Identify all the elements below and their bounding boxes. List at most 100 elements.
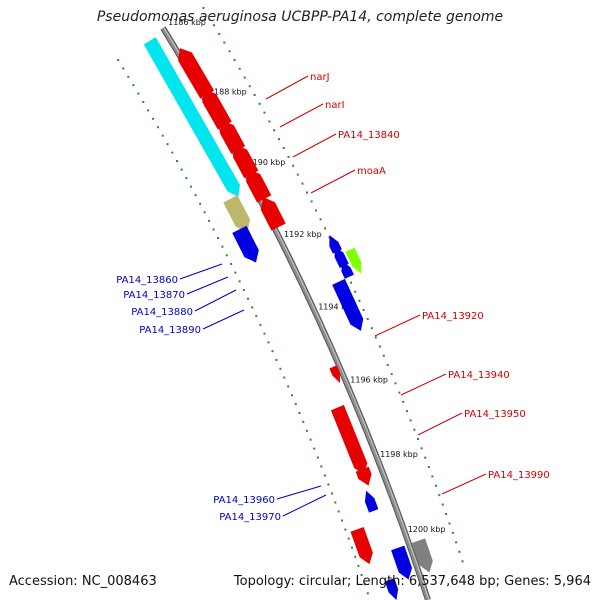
tick-mark [279, 367, 282, 370]
tick-mark [451, 531, 454, 534]
tick-mark [431, 475, 434, 478]
leader-line [400, 373, 447, 396]
tick-mark [350, 281, 353, 284]
map-title: Pseudomonas aeruginosa UCBPP-PA14, compl… [96, 9, 504, 25]
gene-label: PA14_13880 [131, 307, 193, 318]
gene-feature [223, 195, 251, 232]
accession-text: Accession: NC_008463 [9, 574, 157, 589]
tick-mark [243, 76, 246, 79]
tick-mark [283, 376, 286, 379]
tick-mark [251, 306, 254, 309]
tick-label: 1194 kbp [318, 302, 356, 311]
leader-line [279, 103, 324, 128]
tick-mark [366, 592, 369, 595]
tick-mark [273, 129, 276, 132]
gene-label: PA14_13920 [422, 311, 484, 322]
tick-mark [271, 350, 274, 353]
tick-mark [309, 438, 312, 441]
tick-mark [228, 50, 231, 53]
tick-mark [171, 151, 174, 154]
tick-label: 1192 kbp [284, 230, 322, 239]
tick-mark [337, 510, 340, 513]
gene-feature [350, 527, 373, 565]
tick-mark [323, 474, 326, 477]
backbone-line [161, 26, 430, 600]
tick-mark [413, 428, 416, 431]
leader-line [441, 473, 487, 495]
tick-mark [212, 24, 215, 27]
gene-label: narI [325, 100, 345, 111]
leader-line [417, 412, 463, 436]
tick-mark [350, 546, 353, 549]
gene-feature [364, 490, 379, 513]
tick-mark [290, 394, 293, 397]
tick-mark [212, 228, 215, 231]
tick-mark [324, 227, 327, 230]
gene-feature [329, 365, 341, 384]
tick-mark [461, 560, 464, 563]
tick-mark [327, 483, 330, 486]
tick-mark [374, 336, 377, 339]
tick-mark [316, 456, 319, 459]
tick-mark [207, 15, 210, 18]
tick-mark [310, 200, 313, 203]
tick-mark [301, 182, 304, 185]
tick-mark [434, 484, 437, 487]
leader-line [282, 494, 327, 517]
tick-mark [441, 503, 444, 506]
tick-mark [189, 185, 192, 188]
tick-mark [217, 237, 220, 240]
tick-mark [390, 373, 393, 376]
gene-label: PA14_13890 [139, 325, 201, 336]
leader-line [276, 485, 322, 500]
leader-line [186, 276, 229, 295]
tick-mark [122, 67, 125, 70]
tick-mark [315, 209, 318, 212]
tick-mark [354, 290, 357, 293]
tick-mark [445, 512, 448, 515]
gene-feature [143, 37, 240, 197]
tick-mark [298, 411, 301, 414]
tick-label: 1190 kbp [248, 158, 286, 167]
tick-mark [267, 341, 270, 344]
gene-label: PA14_13960 [213, 495, 275, 506]
gene-feature [246, 169, 272, 203]
tick-mark [233, 59, 236, 62]
gene-feature [232, 225, 259, 263]
tick-mark [370, 327, 373, 330]
gene-label: PA14_13940 [448, 370, 510, 381]
tick-mark [427, 466, 430, 469]
gene-labels: narJ narI PA14_13840 moaA PA14_13920 PA14_139… [116, 72, 550, 523]
tick-mark [455, 541, 458, 544]
tick-mark [247, 297, 250, 300]
gene-feature [330, 404, 368, 475]
tick-mark [259, 323, 262, 326]
tick-mark [117, 59, 120, 62]
gene-label: moaA [357, 166, 386, 177]
tick-mark [255, 315, 258, 318]
tick-mark [294, 403, 297, 406]
gene-label: PA14_13870 [123, 290, 185, 301]
backbone-highlight [163, 27, 430, 600]
feature-track [143, 37, 433, 600]
tick-mark [194, 194, 197, 197]
gene-feature [202, 89, 232, 130]
tick-mark [208, 219, 211, 222]
backbone-shadow [160, 26, 431, 600]
tick-mark [357, 564, 360, 567]
tick-mark [458, 550, 461, 553]
tick-mark [341, 519, 344, 522]
tick-mark [277, 138, 280, 141]
tick-mark [238, 67, 241, 70]
tick-mark [344, 528, 347, 531]
tick-mark [218, 32, 221, 35]
gene-feature [233, 144, 259, 179]
tick-mark [263, 332, 266, 335]
tick-mark [394, 382, 397, 385]
tick-mark [223, 41, 226, 44]
tick-label: 1186 kbp [168, 18, 206, 27]
tick-mark [202, 6, 205, 9]
gene-feature [219, 120, 246, 154]
tick-mark [360, 573, 363, 576]
